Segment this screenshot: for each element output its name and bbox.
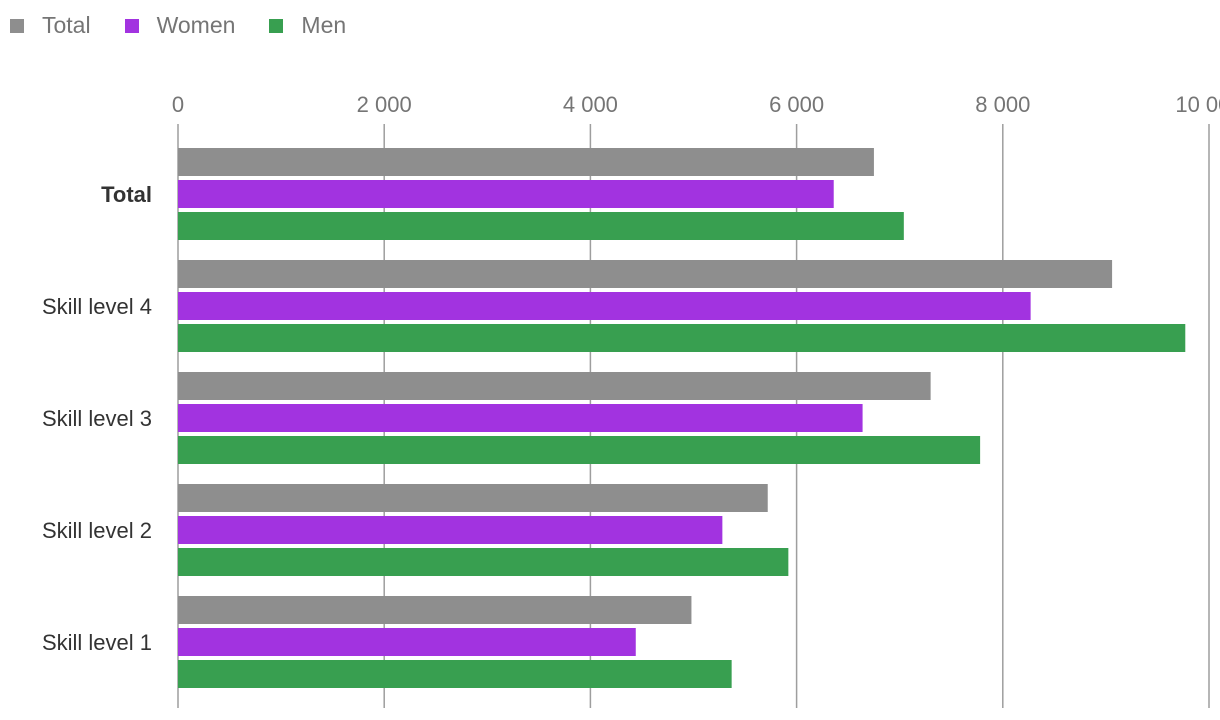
- category-label: Skill level 3: [42, 406, 152, 431]
- bar-women: [178, 180, 834, 208]
- category-label: Total: [101, 182, 152, 207]
- legend: Total Women Men: [10, 12, 380, 39]
- x-tick-label: 0: [172, 92, 184, 117]
- legend-item-men: Men: [269, 12, 346, 39]
- legend-swatch-women: [124, 18, 139, 33]
- legend-label-total: Total: [42, 12, 91, 38]
- bar-women: [178, 292, 1031, 320]
- bar-men: [178, 212, 904, 240]
- bar-total: [178, 596, 692, 624]
- bar-total: [178, 372, 931, 400]
- legend-label-men: Men: [301, 12, 347, 38]
- legend-item-total: Total: [10, 12, 91, 39]
- category-label: Skill level 2: [42, 518, 152, 543]
- bar-total: [178, 148, 874, 176]
- bar-total: [178, 484, 768, 512]
- x-tick-label: 6 000: [769, 92, 824, 117]
- bar-men: [178, 548, 789, 576]
- x-tick-label: 8 000: [975, 92, 1030, 117]
- category-label: Skill level 4: [42, 294, 152, 319]
- bar-men: [178, 436, 981, 464]
- legend-label-women: Women: [156, 12, 236, 38]
- x-tick-label: 2 000: [357, 92, 412, 117]
- bar-women: [178, 628, 636, 656]
- bar-women: [178, 516, 723, 544]
- bar-men: [178, 660, 732, 688]
- bar-total: [178, 260, 1113, 288]
- bar-women: [178, 404, 863, 432]
- legend-swatch-total: [10, 18, 24, 33]
- x-tick-label: 10 000: [1175, 92, 1220, 117]
- legend-swatch-men: [269, 18, 284, 33]
- legend-item-women: Women: [124, 12, 236, 39]
- x-tick-label: 4 000: [563, 92, 618, 117]
- category-label: Skill level 1: [42, 630, 152, 655]
- bar-men: [178, 324, 1186, 352]
